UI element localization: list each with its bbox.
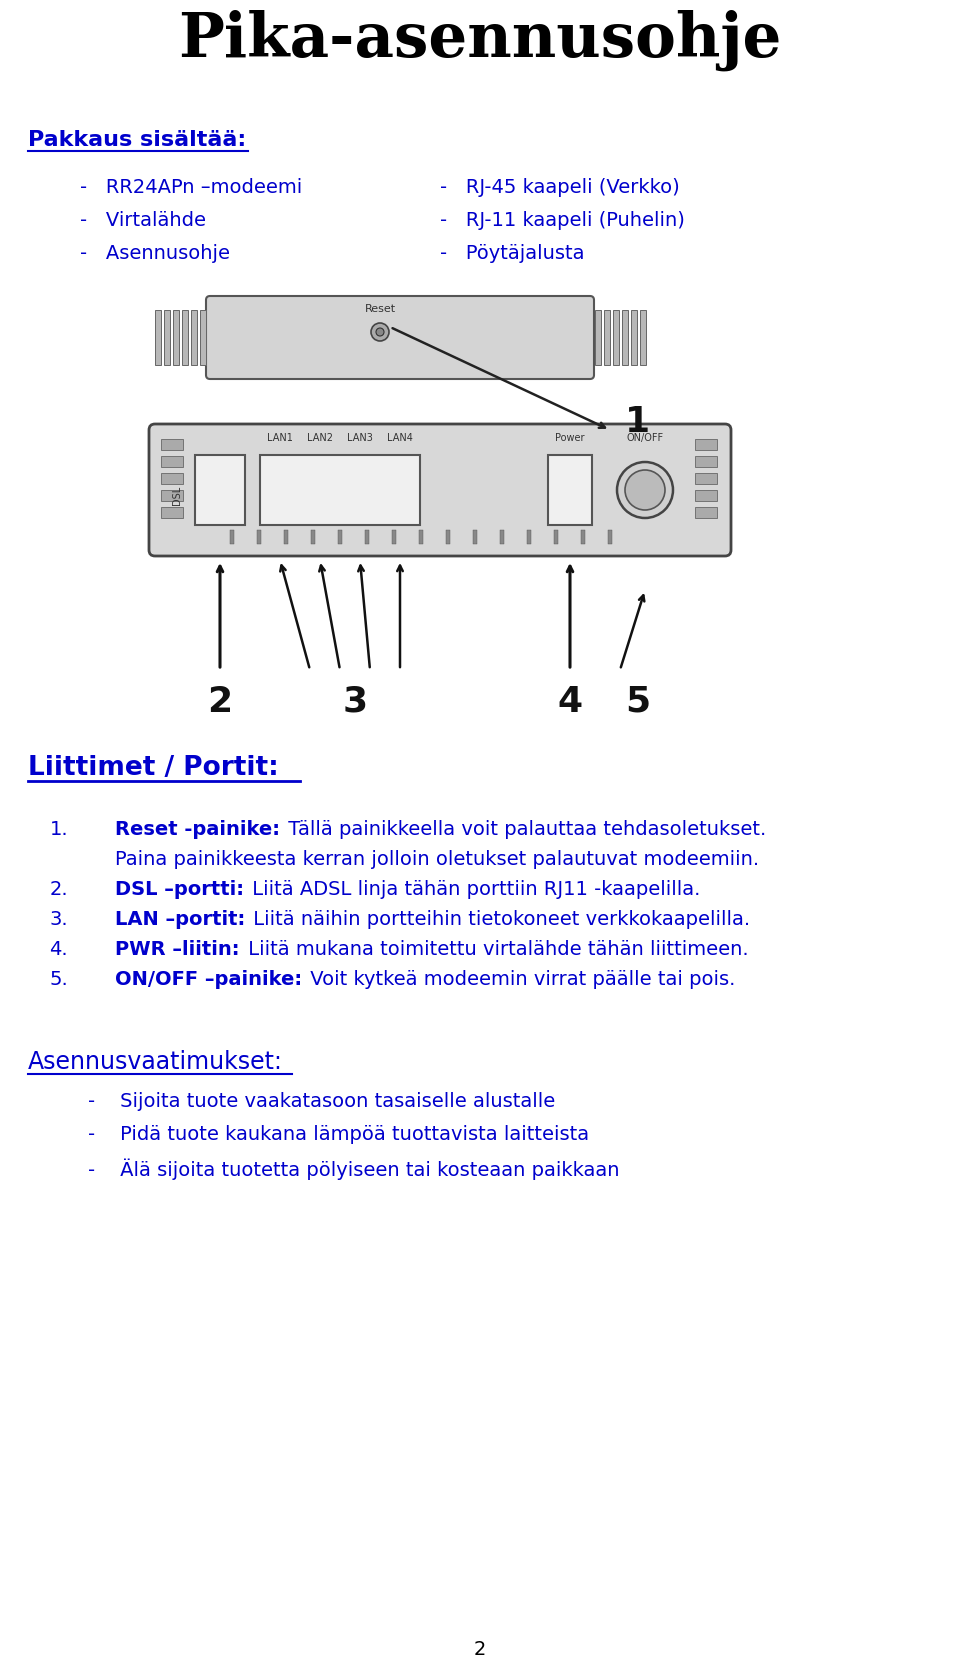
- Text: -    Pidä tuote kaukana lämpöä tuottavista laitteista: - Pidä tuote kaukana lämpöä tuottavista …: [88, 1124, 589, 1144]
- Text: -   RR24APn –modeemi: - RR24APn –modeemi: [80, 178, 302, 196]
- Text: -   RJ-11 kaapeli (Puhelin): - RJ-11 kaapeli (Puhelin): [440, 211, 684, 229]
- Text: Pika-asennusohje: Pika-asennusohje: [179, 10, 781, 72]
- Text: Reset -painike:: Reset -painike:: [115, 820, 280, 840]
- Text: 1: 1: [625, 406, 650, 439]
- Text: DSL –portti:: DSL –portti:: [115, 880, 244, 900]
- Text: 2: 2: [207, 685, 232, 718]
- Text: ON/OFF: ON/OFF: [627, 432, 663, 442]
- Bar: [260, 456, 420, 526]
- Bar: [161, 491, 183, 501]
- Bar: [284, 530, 288, 544]
- Text: Liitä ADSL linja tähän porttiin RJ11 -kaapelilla.: Liitä ADSL linja tähän porttiin RJ11 -ka…: [246, 880, 701, 900]
- Bar: [338, 530, 342, 544]
- FancyBboxPatch shape: [149, 424, 731, 555]
- Text: Liittimet / Portit:: Liittimet / Portit:: [28, 755, 278, 782]
- Bar: [161, 456, 183, 467]
- Text: -   RJ-45 kaapeli (Verkko): - RJ-45 kaapeli (Verkko): [440, 178, 680, 196]
- Text: LAN4: LAN4: [387, 432, 413, 442]
- Text: PWR –liitin:: PWR –liitin:: [115, 940, 239, 960]
- Text: 4.: 4.: [49, 940, 68, 960]
- Bar: [695, 439, 717, 451]
- Bar: [161, 507, 183, 517]
- Bar: [631, 309, 637, 364]
- Text: 3.: 3.: [49, 910, 68, 930]
- Bar: [695, 472, 717, 484]
- Bar: [182, 309, 188, 364]
- Bar: [554, 530, 558, 544]
- Bar: [200, 309, 206, 364]
- Text: Liitä mukana toimitettu virtalähde tähän liittimeen.: Liitä mukana toimitettu virtalähde tähän…: [242, 940, 748, 960]
- Text: 1.: 1.: [49, 820, 68, 840]
- Bar: [500, 530, 504, 544]
- Bar: [473, 530, 477, 544]
- Text: 3: 3: [343, 685, 368, 718]
- Bar: [161, 472, 183, 484]
- Text: Pakkaus sisältää:: Pakkaus sisältää:: [28, 130, 247, 150]
- Text: LAN –portit:: LAN –portit:: [115, 910, 245, 930]
- Text: ON/OFF –painike:: ON/OFF –painike:: [115, 970, 302, 989]
- Circle shape: [617, 462, 673, 517]
- Bar: [392, 530, 396, 544]
- Bar: [548, 456, 592, 526]
- Bar: [365, 530, 369, 544]
- Bar: [608, 530, 612, 544]
- Text: Reset: Reset: [365, 304, 396, 314]
- Bar: [527, 530, 531, 544]
- Bar: [191, 309, 197, 364]
- Bar: [311, 530, 315, 544]
- Text: -   Pöytäjalusta: - Pöytäjalusta: [440, 244, 585, 263]
- Text: 2.: 2.: [49, 880, 68, 900]
- Bar: [257, 530, 261, 544]
- Bar: [695, 456, 717, 467]
- Bar: [595, 309, 601, 364]
- Text: -    Älä sijoita tuotetta pölyiseen tai kosteaan paikkaan: - Älä sijoita tuotetta pölyiseen tai kos…: [88, 1157, 619, 1179]
- Text: Liitä näihin portteihin tietokoneet verkkokaapelilla.: Liitä näihin portteihin tietokoneet verk…: [248, 910, 751, 930]
- Bar: [622, 309, 628, 364]
- Text: LAN1: LAN1: [267, 432, 293, 442]
- Bar: [164, 309, 170, 364]
- Text: 2: 2: [474, 1640, 486, 1660]
- Bar: [446, 530, 450, 544]
- Text: DSL: DSL: [172, 486, 182, 504]
- Text: Tällä painikkeella voit palauttaa tehdasoletukset.: Tällä painikkeella voit palauttaa tehdas…: [282, 820, 766, 840]
- Text: LAN2: LAN2: [307, 432, 333, 442]
- Bar: [195, 456, 245, 526]
- Text: Asennusvaatimukset:: Asennusvaatimukset:: [28, 1049, 283, 1074]
- Bar: [581, 530, 585, 544]
- Text: Power: Power: [555, 432, 585, 442]
- Bar: [613, 309, 619, 364]
- Bar: [419, 530, 423, 544]
- Bar: [695, 507, 717, 517]
- Text: 4: 4: [558, 685, 583, 718]
- Text: -   Asennusohje: - Asennusohje: [80, 244, 230, 263]
- Bar: [695, 491, 717, 501]
- Text: Paina painikkeesta kerran jolloin oletukset palautuvat modeemiin.: Paina painikkeesta kerran jolloin oletuk…: [115, 850, 759, 870]
- Text: -   Virtalähde: - Virtalähde: [80, 211, 206, 229]
- Text: 5: 5: [625, 685, 651, 718]
- Bar: [155, 309, 161, 364]
- Bar: [604, 309, 610, 364]
- Circle shape: [625, 471, 665, 511]
- Circle shape: [371, 323, 389, 341]
- Text: -    Sijoita tuote vaakatasoon tasaiselle alustalle: - Sijoita tuote vaakatasoon tasaiselle a…: [88, 1093, 555, 1111]
- Bar: [173, 309, 179, 364]
- Bar: [230, 530, 234, 544]
- FancyBboxPatch shape: [206, 296, 594, 379]
- Text: Voit kytkeä modeemin virrat päälle tai pois.: Voit kytkeä modeemin virrat päälle tai p…: [304, 970, 735, 989]
- Text: LAN3: LAN3: [348, 432, 372, 442]
- Bar: [161, 439, 183, 451]
- Text: 5.: 5.: [49, 970, 68, 989]
- Bar: [640, 309, 646, 364]
- Circle shape: [376, 328, 384, 336]
